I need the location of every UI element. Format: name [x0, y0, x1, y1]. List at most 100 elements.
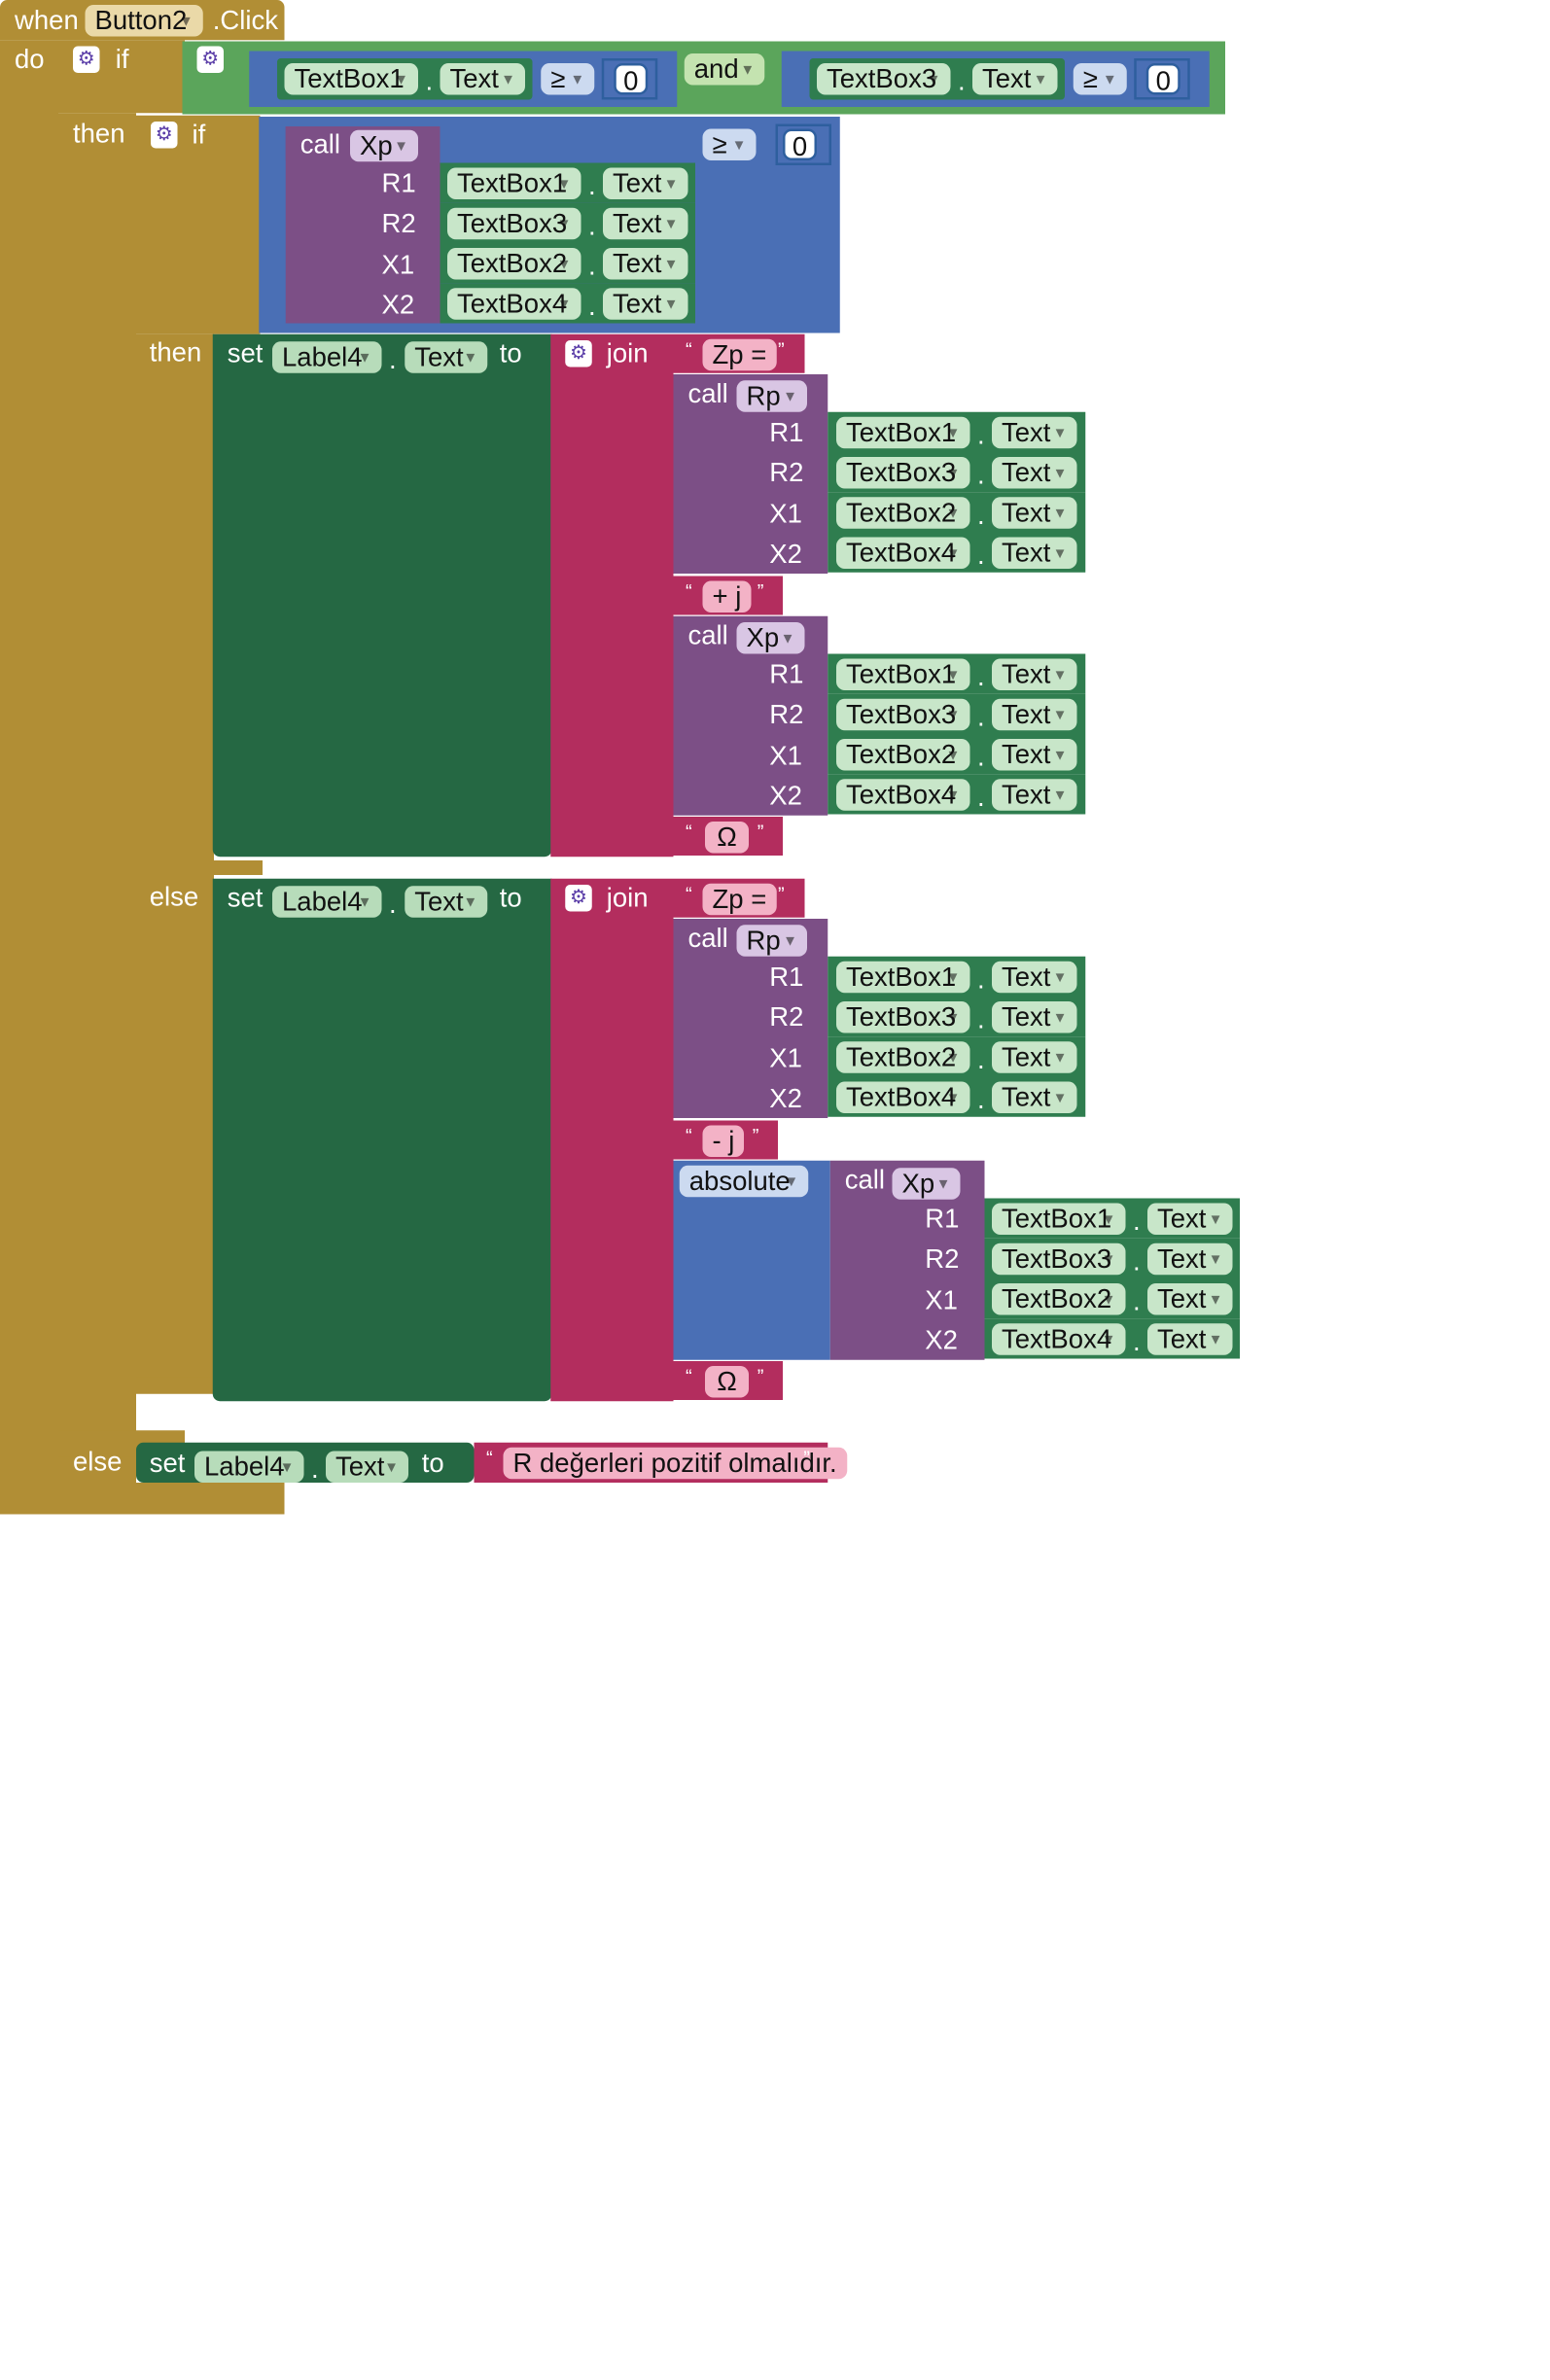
logic-op-dropdown[interactable]: and ▼ — [684, 53, 765, 86]
and-label: and — [693, 53, 739, 85]
property-dropdown[interactable]: Text ▼ — [992, 739, 1077, 771]
component-dropdown[interactable]: TextBox3 ▼ — [817, 63, 951, 95]
property-dropdown[interactable]: Text ▼ — [992, 497, 1077, 529]
component-dropdown[interactable]: TextBox4 ▼ — [836, 779, 970, 811]
property-dropdown[interactable]: Text ▼ — [1147, 1242, 1233, 1276]
string-field[interactable]: + j — [702, 580, 752, 612]
procedure-dropdown[interactable]: Xp ▼ — [736, 622, 805, 654]
component-dropdown[interactable]: TextBox2 ▼ — [836, 1041, 970, 1073]
property-dropdown[interactable]: Text ▼ — [972, 63, 1058, 95]
procedure-dropdown[interactable]: Xp ▼ — [892, 1168, 961, 1200]
set-label4-text-block-else[interactable] — [212, 878, 552, 1402]
chevron-down-icon: ▼ — [1208, 1290, 1223, 1309]
component-dropdown[interactable]: TextBox4 ▼ — [836, 1081, 970, 1113]
property-dropdown[interactable]: Text ▼ — [603, 167, 688, 199]
number-field[interactable]: 0 — [783, 128, 817, 161]
chevron-down-icon: ▼ — [935, 1174, 951, 1193]
property-dropdown[interactable]: Text ▼ — [603, 248, 688, 280]
component-dropdown[interactable]: TextBox2 ▼ — [447, 248, 581, 280]
component-dropdown[interactable]: TextBox1 ▼ — [836, 961, 970, 994]
component-dropdown[interactable]: TextBox1 ▼ — [284, 63, 418, 95]
component-name: TextBox4 — [1002, 1323, 1112, 1354]
procedure-dropdown[interactable]: Rp ▼ — [736, 925, 807, 957]
property-name: Text — [1002, 1001, 1051, 1032]
procedure-dropdown[interactable]: Rp ▼ — [736, 380, 807, 412]
component-dropdown[interactable]: Label4 ▼ — [194, 1451, 304, 1483]
set-label4-text-block-outer-else[interactable] — [136, 1442, 475, 1483]
component-dropdown[interactable]: TextBox1 ▼ — [992, 1203, 1126, 1235]
compare-op-dropdown[interactable]: ≥ ▼ — [702, 128, 757, 160]
call-label: call — [687, 377, 728, 408]
op-symbol: ≥ — [1082, 63, 1098, 94]
component-dropdown[interactable]: Label4 ▼ — [272, 886, 382, 918]
dot-separator: . — [977, 1084, 985, 1115]
mutator-gear-icon[interactable]: ⚙ — [73, 46, 100, 73]
procedure-name: Xp — [901, 1168, 935, 1199]
property-dropdown[interactable]: Text ▼ — [440, 63, 525, 95]
component-dropdown[interactable]: TextBox4 ▼ — [836, 537, 970, 569]
dot-separator: . — [425, 65, 434, 96]
component-dropdown[interactable]: TextBox3 ▼ — [836, 698, 970, 731]
property-dropdown[interactable]: Text ▼ — [992, 416, 1077, 449]
component-dropdown[interactable]: Label4 ▼ — [272, 341, 382, 373]
mutator-gear-icon[interactable]: ⚙ — [151, 122, 178, 149]
string-field[interactable]: Zp = — [702, 883, 777, 916]
mutator-gear-icon[interactable]: ⚙ — [565, 340, 592, 368]
property-dropdown[interactable]: Text ▼ — [405, 341, 488, 373]
dot-separator: . — [389, 343, 397, 374]
property-name: Text — [414, 886, 464, 917]
property-dropdown[interactable]: Text ▼ — [992, 698, 1077, 731]
param-label: R2 — [769, 1001, 804, 1032]
number-field[interactable]: 0 — [1145, 63, 1180, 96]
property-dropdown[interactable]: Text ▼ — [992, 537, 1077, 569]
chevron-down-icon: ▼ — [945, 1089, 961, 1106]
component-name: TextBox2 — [1002, 1283, 1112, 1314]
property-dropdown[interactable]: Text ▼ — [992, 961, 1077, 994]
component-dropdown[interactable]: TextBox1 ▼ — [447, 167, 581, 199]
inner-if-block[interactable] — [136, 115, 261, 334]
procedure-dropdown[interactable]: Xp ▼ — [350, 129, 418, 162]
component-dropdown[interactable]: TextBox1 ▼ — [836, 416, 970, 449]
property-dropdown[interactable]: Text ▼ — [992, 457, 1077, 489]
property-dropdown[interactable]: Text ▼ — [992, 1041, 1077, 1073]
component-dropdown[interactable]: TextBox2 ▼ — [836, 497, 970, 529]
string-field[interactable]: Ω — [705, 822, 749, 854]
property-dropdown[interactable]: Text ▼ — [1147, 1283, 1233, 1315]
component-dropdown[interactable]: TextBox3 ▼ — [447, 207, 581, 240]
property-dropdown[interactable]: Text ▼ — [992, 779, 1077, 811]
number-field[interactable]: 0 — [614, 63, 649, 96]
property-dropdown[interactable]: Text ▼ — [992, 1001, 1077, 1033]
component-dropdown[interactable]: TextBox4 ▼ — [992, 1323, 1126, 1355]
join-block-then[interactable] — [550, 333, 674, 858]
property-dropdown[interactable]: Text ▼ — [405, 886, 488, 918]
string-field[interactable]: Ω — [705, 1366, 749, 1398]
component-dropdown[interactable]: TextBox3 ▼ — [836, 1001, 970, 1033]
component-dropdown[interactable]: TextBox1 ▼ — [836, 658, 970, 690]
property-dropdown[interactable]: Text ▼ — [992, 658, 1077, 690]
component-dropdown-button2[interactable]: Button2 ▼ — [85, 5, 203, 37]
property-dropdown[interactable]: Text ▼ — [603, 207, 688, 240]
quote-open: “ — [486, 1449, 493, 1470]
component-dropdown[interactable]: TextBox2 ▼ — [836, 739, 970, 771]
chevron-down-icon: ▼ — [1208, 1330, 1223, 1348]
component-dropdown[interactable]: TextBox2 ▼ — [992, 1283, 1126, 1315]
math-function-dropdown[interactable]: absolute ▼ — [679, 1165, 809, 1198]
property-dropdown[interactable]: Text ▼ — [1147, 1203, 1233, 1235]
mutator-gear-icon[interactable]: ⚙ — [565, 885, 592, 912]
string-field[interactable]: - j — [702, 1125, 745, 1157]
join-block-else[interactable] — [550, 878, 674, 1402]
component-dropdown[interactable]: TextBox3 ▼ — [992, 1242, 1126, 1276]
property-dropdown[interactable]: Text ▼ — [326, 1451, 408, 1483]
string-field[interactable]: R değerleri pozitif olmalıdır. — [503, 1447, 847, 1480]
compare-op-dropdown[interactable]: ≥ ▼ — [1073, 63, 1127, 95]
mutator-gear-icon[interactable]: ⚙ — [196, 46, 224, 73]
dot-separator: . — [588, 290, 596, 321]
property-dropdown[interactable]: Text ▼ — [1147, 1323, 1233, 1355]
property-dropdown[interactable]: Text ▼ — [603, 288, 688, 320]
string-field[interactable]: Zp = — [702, 338, 777, 371]
component-dropdown[interactable]: TextBox3 ▼ — [836, 457, 970, 489]
property-dropdown[interactable]: Text ▼ — [992, 1081, 1077, 1113]
compare-op-dropdown[interactable]: ≥ ▼ — [541, 63, 595, 95]
component-dropdown[interactable]: TextBox4 ▼ — [447, 288, 581, 320]
set-label4-text-block-then[interactable] — [212, 333, 552, 858]
